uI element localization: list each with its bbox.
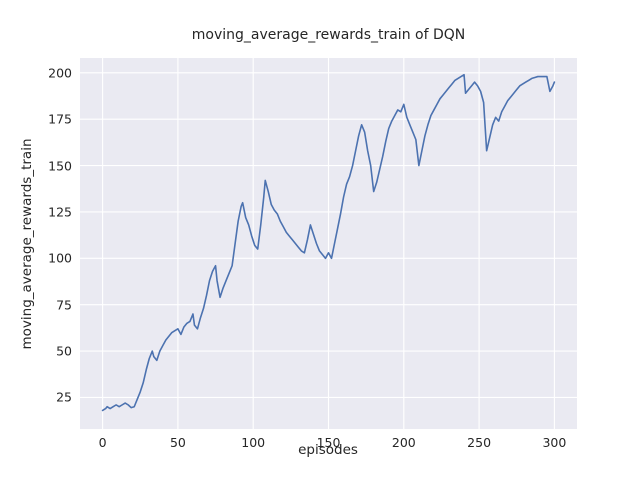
x-tick-label: 150 [316,435,341,450]
y-tick-label: 100 [48,250,72,266]
x-tick-label: 250 [467,435,492,450]
y-tick-label: 175 [48,111,72,127]
x-axis-label: episodes [298,442,358,458]
line-series [101,73,556,412]
x-tick-label: 200 [391,435,416,450]
plot-area [80,58,577,429]
y-tick-label: 50 [56,343,72,359]
x-tick-label: 300 [542,435,567,450]
y-tick-label: 200 [48,65,72,81]
y-tick-label: 150 [48,158,72,174]
x-tick-label: 100 [241,435,266,450]
plot-svg [80,58,577,429]
chart-title: moving_average_rewards_train of DQN [191,27,466,43]
y-tick-label: 25 [56,389,72,405]
y-tick-label: 125 [48,204,72,220]
y-tick-label: 75 [56,297,72,313]
x-tick-label: 0 [98,435,107,450]
y-axis-label: moving_average_rewards_train [19,138,35,350]
x-tick-label: 50 [169,435,186,450]
